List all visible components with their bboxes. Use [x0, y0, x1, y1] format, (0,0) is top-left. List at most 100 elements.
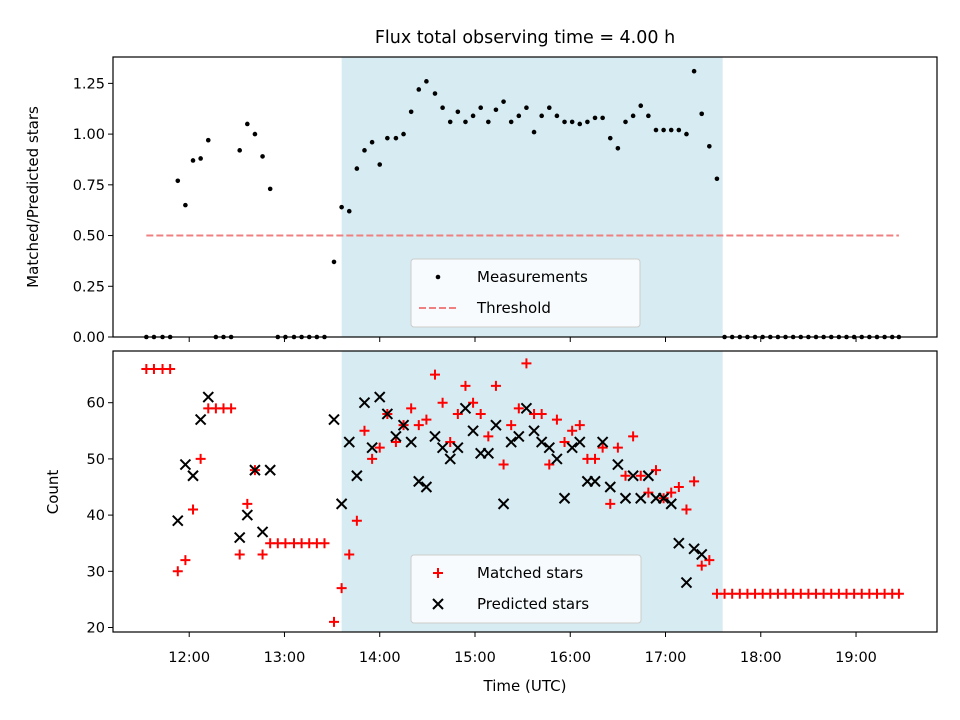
data-point — [714, 176, 720, 182]
legend-label: Matched stars — [477, 564, 583, 582]
data-point — [393, 135, 399, 141]
data-point — [195, 453, 206, 464]
data-point — [194, 413, 207, 426]
x-tick-label: 13:00 — [264, 650, 306, 666]
data-point — [429, 430, 441, 443]
bottom-legend: Matched stars Predicted stars — [410, 554, 642, 624]
data-point — [452, 441, 464, 454]
count-panel: 20 30 40 50 60 12:00 13:00 14:00 15:00 16:00 17:00… — [87, 350, 938, 666]
data-point — [615, 146, 621, 151]
y-tick-label: 20 — [87, 621, 105, 637]
data-point — [681, 504, 692, 515]
data-point — [374, 442, 385, 453]
data-point — [688, 543, 700, 555]
data-point — [432, 91, 438, 96]
data-point — [642, 470, 655, 482]
data-point — [673, 537, 685, 549]
data-point — [524, 105, 529, 111]
data-point — [390, 430, 402, 443]
data-point — [424, 79, 429, 84]
chart-title: Flux total observing time = 4.00 h — [375, 28, 675, 48]
data-point — [657, 492, 670, 504]
data-point — [188, 504, 199, 515]
data-point — [202, 391, 214, 403]
x-tick-label: 19:00 — [835, 650, 877, 666]
data-point — [604, 481, 616, 493]
x-tick-label: 15:00 — [454, 650, 496, 666]
data-point — [689, 476, 700, 487]
top-y-axis-label: Matched/Predicted stars — [24, 106, 42, 288]
data-point — [241, 509, 254, 521]
data-point — [620, 470, 631, 481]
data-point — [569, 119, 575, 125]
y-tick-label: 0.50 — [73, 229, 105, 245]
data-point — [260, 154, 265, 159]
data-point — [367, 453, 378, 464]
y-tick-label: 0.75 — [73, 178, 105, 194]
data-point — [558, 492, 571, 504]
data-point — [256, 526, 269, 538]
data-point — [623, 119, 628, 125]
legend-label: Predicted stars — [477, 595, 589, 613]
data-point — [444, 453, 456, 465]
data-point — [319, 538, 330, 549]
legend-box — [410, 554, 642, 624]
data-point — [597, 442, 608, 453]
data-point — [440, 105, 445, 111]
data-point — [673, 482, 684, 493]
y-tick-label: 0.00 — [73, 330, 105, 346]
data-point — [600, 115, 605, 121]
data-point — [638, 103, 644, 108]
x-tick-label: 16:00 — [549, 650, 591, 666]
data-point — [612, 458, 624, 471]
data-point — [536, 408, 547, 419]
x-tick-label: 17:00 — [645, 650, 687, 666]
data-point — [707, 143, 712, 149]
data-point — [478, 105, 484, 111]
data-point — [475, 408, 486, 419]
data-point — [665, 498, 677, 510]
data-point — [175, 178, 181, 184]
data-point — [513, 403, 524, 414]
data-point — [585, 119, 590, 125]
data-point — [234, 549, 245, 560]
data-point — [653, 127, 659, 133]
data-point — [551, 453, 563, 465]
data-point — [264, 464, 276, 476]
data-point — [397, 419, 410, 431]
data-point — [607, 135, 613, 141]
data-point — [893, 588, 904, 599]
data-point — [180, 555, 191, 566]
data-point — [528, 425, 540, 437]
data-point — [408, 109, 414, 115]
data-point — [605, 498, 616, 509]
data-point — [381, 408, 394, 420]
data-point — [486, 119, 491, 125]
data-point — [567, 425, 578, 436]
x-tick-label: 14:00 — [359, 650, 401, 666]
data-point — [165, 363, 176, 374]
data-point — [190, 158, 196, 163]
data-point — [374, 391, 386, 403]
data-point — [405, 436, 417, 448]
data-point — [233, 531, 246, 544]
data-point — [183, 202, 188, 208]
data-point — [406, 403, 417, 414]
data-point — [413, 475, 425, 488]
data-point — [377, 162, 383, 167]
data-point — [242, 498, 253, 509]
data-point — [257, 549, 268, 560]
data-point — [506, 420, 517, 431]
data-point — [416, 87, 422, 92]
data-point — [577, 121, 583, 127]
data-point — [413, 420, 424, 431]
data-point — [619, 492, 632, 504]
data-point — [390, 437, 401, 448]
data-point — [343, 436, 355, 448]
data-point — [691, 68, 697, 74]
data-point — [335, 498, 348, 510]
bottom-axes-frame — [112, 350, 938, 633]
data-point — [148, 363, 159, 374]
data-point — [362, 148, 367, 153]
